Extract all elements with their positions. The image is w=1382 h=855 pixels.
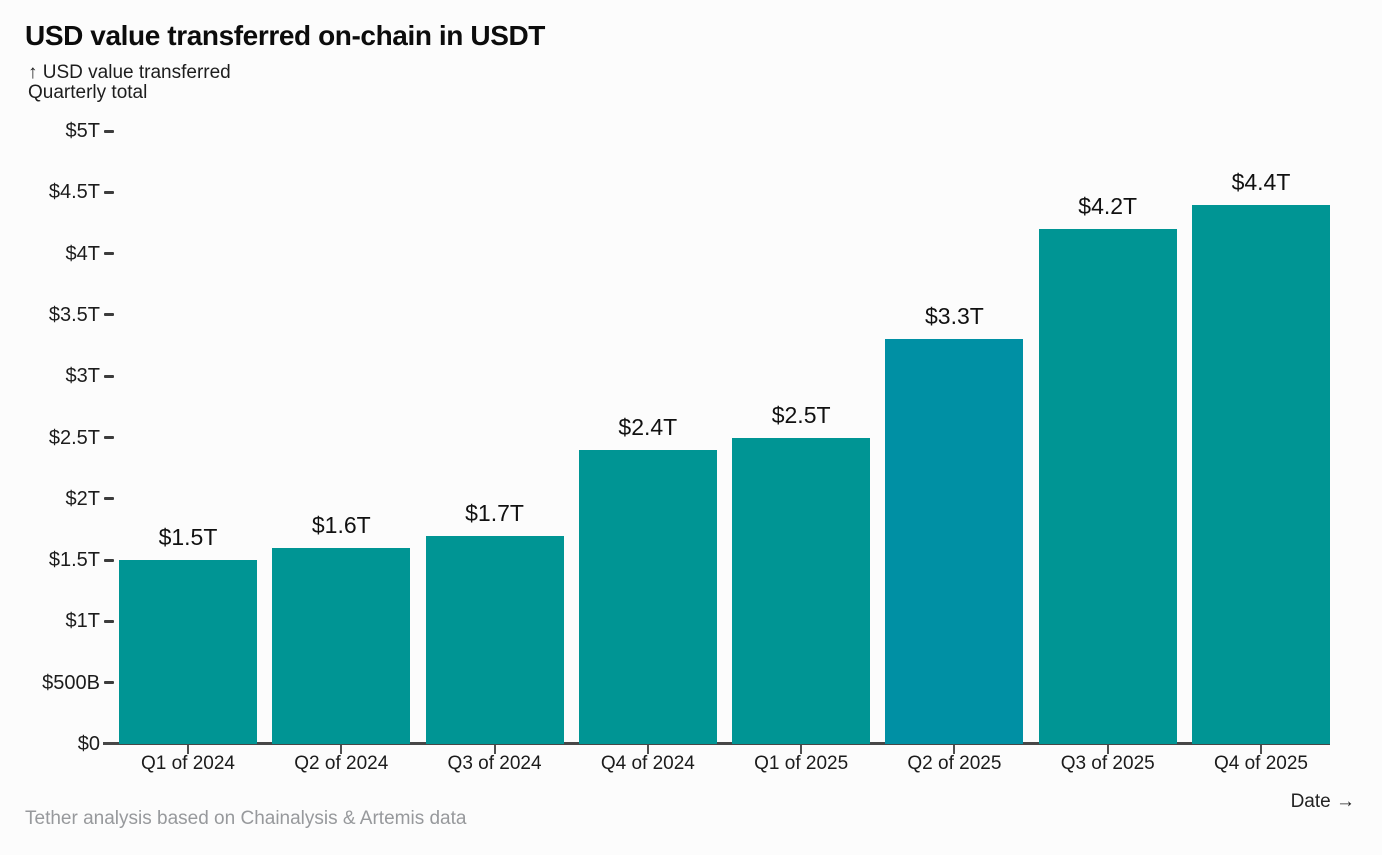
y-tick-label: $2T — [65, 487, 100, 510]
bar-value-label: $1.7T — [465, 499, 524, 526]
y-tick-label: $3T — [65, 365, 100, 388]
x-tick — [340, 745, 343, 754]
y-tick-dash — [104, 619, 114, 623]
bar — [1038, 229, 1177, 744]
y-tick-label: $5T — [65, 120, 100, 142]
x-tick — [493, 745, 496, 754]
y-tick-dash — [104, 374, 114, 378]
y-axis-note: ↑ USD value transferred — [28, 62, 231, 83]
y-tick-label: $2.5T — [48, 426, 100, 449]
bar-value-label: $1.5T — [158, 524, 218, 551]
bar — [425, 535, 564, 744]
x-tick-label: Q3 of 2024 — [447, 753, 542, 774]
x-tick — [646, 745, 649, 754]
bar-value-label: $3.3T — [925, 303, 984, 330]
y-tick-dash — [104, 681, 114, 685]
y-tick-dash — [104, 252, 114, 256]
x-axis-label: Date → — [1290, 791, 1355, 812]
bar-value-label: $1.6T — [311, 511, 371, 538]
y-tick-dash — [104, 558, 114, 562]
chart-subtitle: Quarterly total — [28, 82, 148, 103]
y-tick-dash — [104, 313, 114, 317]
x-tick-label: Q3 of 2025 — [1060, 753, 1155, 774]
y-tick-label: $0 — [77, 733, 100, 755]
y-tick-dash — [104, 129, 114, 133]
x-tick — [1106, 745, 1109, 754]
bar-value-label: $2.4T — [618, 413, 678, 440]
bar — [885, 339, 1024, 744]
x-tick-label: Q1 of 2024 — [140, 753, 236, 774]
x-tick-label: Q2 of 2025 — [907, 753, 1002, 774]
source-note: Tether analysis based on Chainalysis & A… — [25, 808, 467, 829]
bar-value-label: $2.5T — [771, 401, 831, 428]
x-tick — [1260, 745, 1262, 754]
x-tick — [187, 745, 189, 754]
bar-value-label: $4.2T — [1078, 193, 1138, 220]
y-tick-label: $1T — [65, 610, 100, 633]
y-tick-dash — [104, 497, 114, 501]
x-tick-label: Q2 of 2024 — [294, 753, 389, 774]
y-tick-label: $4T — [65, 242, 100, 265]
bar — [119, 560, 257, 744]
y-tick-label: $3.5T — [48, 303, 100, 326]
y-tick-dash — [104, 190, 114, 194]
chart-title: USD value transferred on-chain in USDT — [25, 20, 546, 51]
bar — [732, 437, 871, 744]
y-tick-label: $1.5T — [48, 549, 100, 572]
bar-value-label: $4.4T — [1231, 168, 1291, 195]
y-tick-label: $4.5T — [48, 181, 100, 204]
bar — [272, 547, 411, 744]
y-tick-dash — [104, 436, 114, 439]
x-tick — [953, 745, 956, 754]
y-tick-label: $500B — [42, 671, 100, 694]
x-tick-label: Q4 of 2025 — [1213, 753, 1309, 774]
bar — [1192, 204, 1330, 744]
x-tick-label: Q4 of 2024 — [600, 753, 695, 774]
x-tick-label: Q1 of 2025 — [754, 753, 849, 774]
x-tick — [800, 745, 803, 754]
bar — [578, 449, 717, 744]
